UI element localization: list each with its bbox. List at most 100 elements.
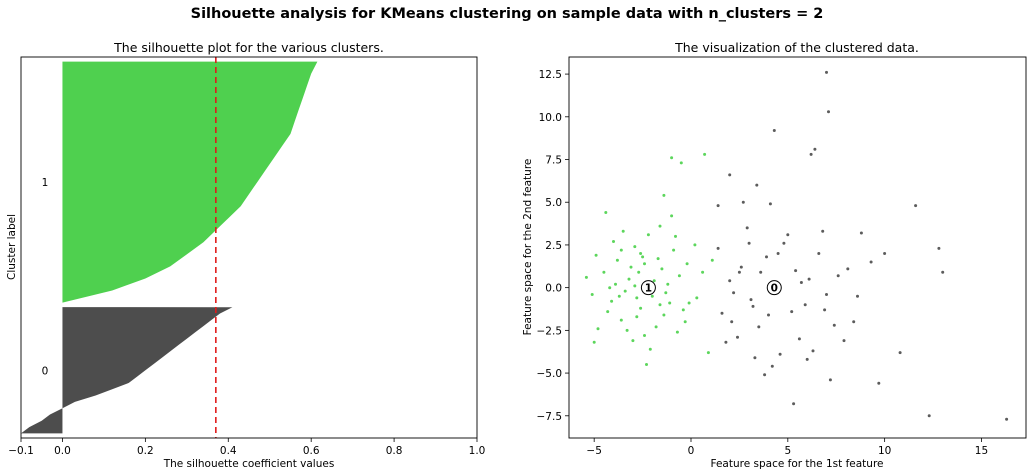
figure-suptitle: Silhouette analysis for KMeans clusterin… xyxy=(191,6,824,22)
scatter-point-cluster-0 xyxy=(856,294,859,298)
scatter-point-cluster-0 xyxy=(811,349,815,353)
scatter-point-cluster-0 xyxy=(809,152,813,156)
scatter-plot-ylabel: Feature space for the 2nd feature xyxy=(522,159,534,336)
scatter-point-cluster-0 xyxy=(716,204,720,208)
scatter-point-cluster-0 xyxy=(825,293,828,296)
scatter-point-cluster-1 xyxy=(606,310,610,314)
scatter-point-cluster-1 xyxy=(683,320,687,324)
scatter-point-cluster-0 xyxy=(821,229,825,233)
scatter-point-cluster-0 xyxy=(786,233,790,237)
x-tick-label: 0.0 xyxy=(54,445,71,457)
scatter-point-cluster-1 xyxy=(645,363,648,366)
scatter-point-cluster-0 xyxy=(765,255,768,259)
x-tick-label: −5 xyxy=(586,445,601,457)
scatter-point-cluster-1 xyxy=(674,234,677,238)
scatter-point-cluster-0 xyxy=(776,252,780,255)
scatter-point-cluster-1 xyxy=(693,243,697,247)
scatter-point-cluster-0 xyxy=(747,241,751,245)
silhouette-plot-title: The silhouette plot for the various clus… xyxy=(113,40,384,55)
silhouette-plot-ylabel: Cluster label xyxy=(6,214,18,280)
scatter-point-cluster-0 xyxy=(772,129,776,132)
cluster-center-marker-1 xyxy=(640,280,656,296)
scatter-point-cluster-1 xyxy=(596,327,600,331)
scatter-point-cluster-0 xyxy=(817,252,821,255)
scatter-point-cluster-0 xyxy=(832,323,836,327)
y-tick-label: −2.5 xyxy=(537,325,563,337)
scatter-point-cluster-0 xyxy=(792,402,796,406)
scatter-point-cluster-1 xyxy=(584,275,588,279)
x-tick-label: −0.1 xyxy=(8,445,34,457)
scatter-point-cluster-1 xyxy=(590,293,594,296)
scatter-point-cluster-0 xyxy=(813,147,817,151)
scatter-point-cluster-1 xyxy=(672,248,676,252)
scatter-point-cluster-0 xyxy=(728,279,732,283)
scatter-point-cluster-1 xyxy=(617,294,621,298)
scatter-point-cluster-1 xyxy=(594,253,598,257)
scatter-point-cluster-1 xyxy=(652,279,656,283)
scatter-point-cluster-0 xyxy=(869,260,873,264)
scatter-point-cluster-1 xyxy=(654,325,658,329)
x-tick-label: 5 xyxy=(784,445,791,457)
scatter-point-cluster-1 xyxy=(627,277,631,281)
scatter-point-cluster-0 xyxy=(1005,417,1009,421)
scatter-point-cluster-1 xyxy=(650,294,654,298)
scatter-point-cluster-0 xyxy=(836,274,840,278)
x-tick-label: 1.0 xyxy=(469,445,486,457)
cluster-center-marker-0 xyxy=(766,280,782,296)
scatter-point-cluster-1 xyxy=(604,211,608,214)
scatter-point-cluster-1 xyxy=(615,258,619,262)
scatter-point-cluster-1 xyxy=(635,296,639,300)
scatter-point-cluster-1 xyxy=(629,265,633,269)
scatter-point-cluster-1 xyxy=(666,282,670,286)
y-tick-label: 2.5 xyxy=(545,240,562,252)
silhouette-plot-xlabel: The silhouette coefficient values xyxy=(163,458,335,470)
scatter-point-cluster-1 xyxy=(658,224,662,228)
scatter-point-cluster-0 xyxy=(737,270,741,274)
scatter-point-cluster-1 xyxy=(656,257,660,261)
scatter-point-cluster-1 xyxy=(664,291,668,295)
scatter-point-cluster-0 xyxy=(767,313,770,317)
silhouette-area-cluster-1 xyxy=(62,61,318,303)
scatter-point-cluster-0 xyxy=(877,381,881,385)
scatter-point-cluster-0 xyxy=(720,311,724,315)
scatter-point-cluster-1 xyxy=(631,339,635,343)
silhouette-cluster-label-1: 1 xyxy=(42,177,49,189)
scatter-point-cluster-0 xyxy=(937,246,941,250)
scatter-point-cluster-1 xyxy=(646,233,650,237)
scatter-point-cluster-1 xyxy=(662,193,666,197)
y-tick-label: 0.0 xyxy=(545,283,562,295)
y-tick-label: 10.0 xyxy=(539,112,562,124)
scatter-point-cluster-1 xyxy=(637,270,641,274)
scatter-point-cluster-1 xyxy=(706,351,710,355)
scatter-point-cluster-0 xyxy=(755,183,759,187)
scatter-point-cluster-0 xyxy=(846,267,850,271)
scatter-point-cluster-1 xyxy=(675,330,679,334)
scatter-plot-frame xyxy=(568,56,1027,439)
scatter-point-cluster-1 xyxy=(685,262,689,266)
scatter-point-cluster-0 xyxy=(753,356,757,360)
scatter-point-cluster-1 xyxy=(608,286,612,290)
cluster-scatter-plot: The visualization of the clustered data.… xyxy=(522,40,1027,470)
scatter-point-cluster-1 xyxy=(660,267,664,271)
scatter-point-cluster-1 xyxy=(619,318,623,322)
scatter-point-cluster-1 xyxy=(687,301,691,305)
x-tick-label: 15 xyxy=(975,445,988,457)
scatter-point-cluster-1 xyxy=(679,161,683,165)
scatter-point-cluster-1 xyxy=(623,289,627,293)
scatter-point-cluster-0 xyxy=(823,308,827,312)
silhouette-cluster-label-0: 0 xyxy=(42,365,49,377)
scatter-point-cluster-0 xyxy=(883,252,887,255)
scatter-plot-title: The visualization of the clustered data. xyxy=(674,40,919,55)
silhouette-area-cluster-0 xyxy=(21,307,233,434)
scatter-point-cluster-0 xyxy=(805,357,809,361)
scatter-point-cluster-0 xyxy=(730,320,734,324)
scatter-point-cluster-1 xyxy=(681,308,685,312)
silhouette-plot-frame xyxy=(20,56,478,439)
scatter-point-cluster-1 xyxy=(619,248,623,252)
scatter-point-cluster-1 xyxy=(641,255,645,259)
scatter-point-cluster-1 xyxy=(639,252,643,255)
scatter-point-cluster-0 xyxy=(797,337,801,341)
scatter-point-cluster-0 xyxy=(763,373,767,377)
x-tick-label: 0.2 xyxy=(137,445,154,457)
